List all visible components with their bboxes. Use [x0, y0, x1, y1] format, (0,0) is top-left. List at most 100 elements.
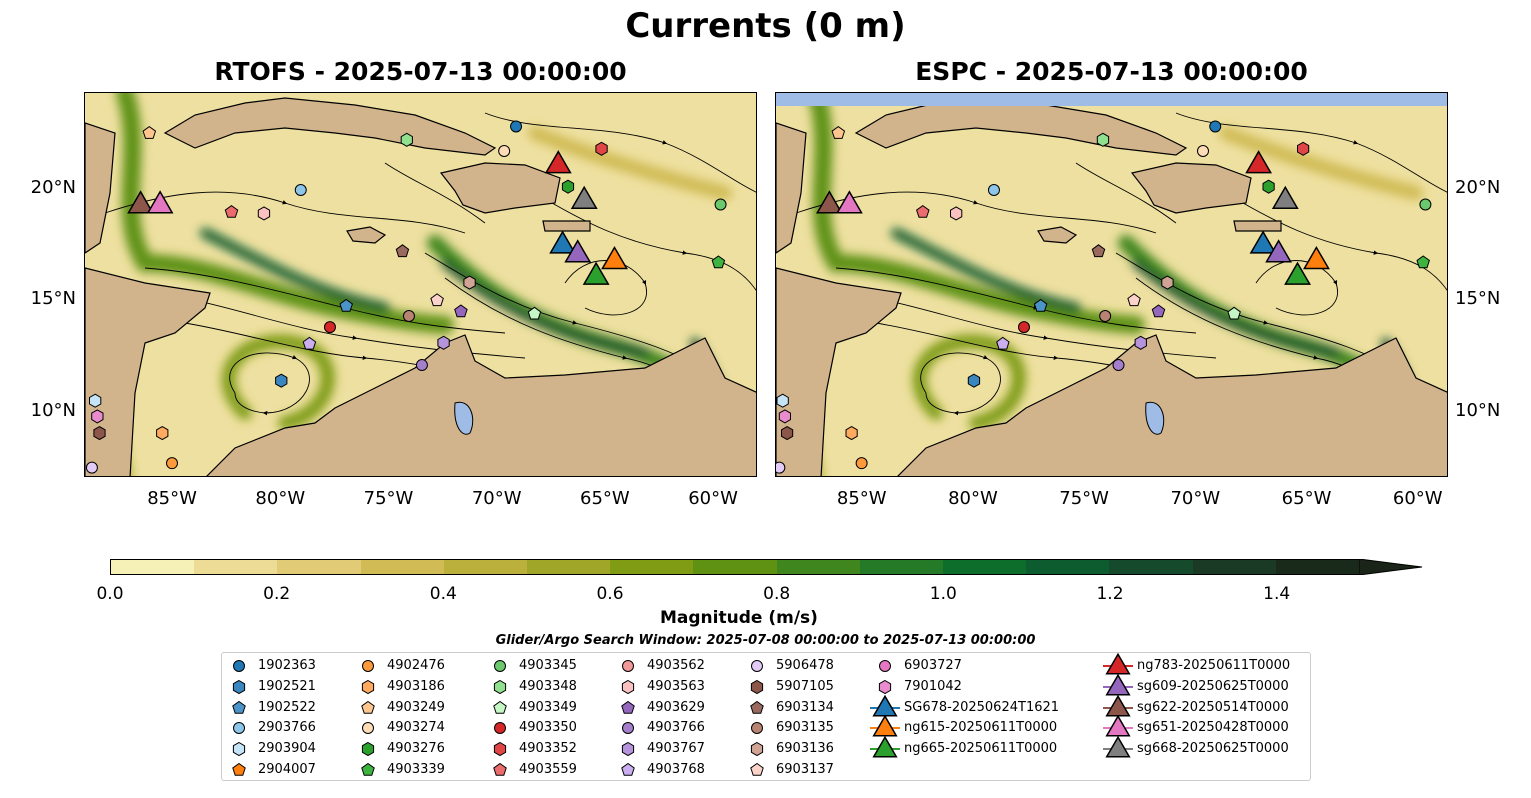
float-marker-4903274[interactable] [1197, 144, 1210, 157]
glider-marker-SG678-20250624T1621[interactable] [549, 230, 576, 254]
float-marker-1902521[interactable] [275, 373, 288, 388]
glider-triangle-icon [1103, 673, 1133, 696]
glider-marker-sg668-20250625T0000[interactable] [570, 185, 598, 210]
float-marker-1902363[interactable] [510, 120, 523, 133]
float-marker-4903768[interactable] [996, 336, 1010, 350]
glider-marker-sg651-20250428T0000[interactable] [146, 190, 174, 214]
float-marker-2903904[interactable] [776, 393, 789, 408]
legend-label: 4903349 [519, 699, 577, 715]
float-hexagon-icon [621, 679, 635, 694]
float-marker-4903563[interactable] [257, 206, 271, 221]
legend-entry: 4903348 [487, 677, 577, 697]
glider-marker-ng665-20250611T0000[interactable] [1284, 261, 1312, 285]
float-marker-4903766[interactable] [415, 359, 428, 372]
float-marker-6903134[interactable] [1091, 244, 1106, 258]
glider-marker-sg609-20250625T0000[interactable] [564, 239, 592, 263]
float-marker-4903559[interactable] [916, 204, 930, 218]
legend-entry: 4903345 [487, 656, 577, 676]
float-marker-4903350[interactable] [323, 321, 336, 334]
glider-triangle-icon [1103, 694, 1133, 717]
float-marker-4903767[interactable] [437, 335, 450, 350]
float-marker-4903768[interactable] [302, 336, 317, 350]
glider-marker-sg609-20250625T0000[interactable] [1265, 239, 1292, 263]
float-marker-4903767[interactable] [1134, 335, 1147, 350]
glider-marker-sg651-20250428T0000[interactable] [836, 190, 863, 214]
float-marker-4903339[interactable] [711, 255, 726, 269]
colorbar-tick-label: 0.0 [96, 584, 124, 604]
float-marker-4903629[interactable] [454, 304, 468, 318]
float-marker-4903559[interactable] [224, 204, 239, 218]
legend-label: ng783-20250611T0000 [1137, 658, 1291, 673]
colorbar-bin [776, 560, 860, 574]
float-marker-5906478[interactable] [85, 461, 98, 474]
glider-marker-sg668-20250625T0000[interactable] [1271, 185, 1299, 210]
float-hexagon-icon [493, 679, 507, 694]
glider-marker-ng783-20250611T0000[interactable] [544, 150, 572, 174]
espc-map[interactable] [775, 92, 1448, 477]
float-marker-4903349[interactable] [527, 306, 542, 320]
float-marker-5906478[interactable] [776, 461, 786, 474]
float-marker-4903249[interactable] [831, 125, 846, 139]
float-marker-4903348[interactable] [400, 132, 413, 147]
float-marker-6903136[interactable] [1161, 275, 1174, 290]
colorbar-bin [859, 560, 944, 574]
float-marker-1902363[interactable] [1209, 120, 1222, 133]
glider-marker-ng615-20250611T0000[interactable] [601, 246, 629, 270]
float-marker-1902522[interactable] [1033, 298, 1048, 312]
legend-label: 4903768 [647, 762, 705, 777]
float-marker-4903276[interactable] [561, 179, 575, 194]
float-pentagon-icon [750, 700, 764, 714]
float-marker-4903350[interactable] [1017, 321, 1030, 334]
float-marker-4903274[interactable] [498, 144, 511, 157]
glider-marker-sg622-20250514T0000[interactable] [816, 190, 843, 214]
float-marker-1902522[interactable] [339, 298, 353, 312]
float-marker-7901042[interactable] [778, 409, 791, 424]
legend-entry: 2903904 [226, 739, 316, 759]
glider-marker-ng615-20250611T0000[interactable] [1303, 246, 1330, 270]
float-pentagon-icon [493, 700, 507, 714]
float-marker-6903137[interactable] [1127, 293, 1141, 307]
float-marker-4903766[interactable] [1112, 359, 1125, 372]
glider-marker-SG678-20250624T1621[interactable] [1249, 230, 1277, 254]
float-marker-6903135[interactable] [402, 310, 415, 322]
float-marker-4903276[interactable] [1262, 179, 1275, 194]
float-marker-6903137[interactable] [430, 293, 444, 307]
float-marker-2903766[interactable] [987, 184, 1000, 197]
legend-label: 4902476 [387, 658, 445, 673]
float-marker-1902521[interactable] [967, 373, 981, 388]
float-marker-7901042[interactable] [91, 409, 104, 424]
float-circle-icon [622, 660, 634, 672]
float-marker-6903134[interactable] [395, 244, 410, 258]
rtofs-map[interactable] [84, 92, 757, 477]
float-marker-4903629[interactable] [1151, 304, 1166, 318]
float-marker-4903345[interactable] [714, 198, 727, 211]
float-marker-4903186[interactable] [845, 426, 858, 441]
float-marker-4903349[interactable] [1227, 306, 1241, 320]
glider-marker-ng783-20250611T0000[interactable] [1245, 150, 1272, 174]
legend-label: 4903562 [647, 658, 705, 673]
float-marker-2903904[interactable] [89, 393, 102, 408]
legend-label: 4903339 [387, 762, 445, 777]
glider-marker-sg622-20250514T0000[interactable] [127, 190, 154, 214]
glider-marker-ng665-20250611T0000[interactable] [582, 261, 610, 285]
float-marker-4903186[interactable] [156, 426, 169, 441]
float-marker-4903249[interactable] [142, 125, 157, 139]
legend-entry: 2903766 [226, 718, 316, 738]
float-marker-4903563[interactable] [950, 206, 963, 221]
float-marker-4903348[interactable] [1096, 132, 1110, 147]
float-marker-6903135[interactable] [1099, 310, 1112, 322]
float-marker-4903339[interactable] [1416, 255, 1430, 269]
float-marker-4903352[interactable] [595, 141, 608, 156]
float-marker-5907105[interactable] [93, 426, 106, 441]
legend-label: 2903766 [258, 720, 316, 736]
float-marker-4903352[interactable] [1297, 141, 1310, 156]
float-marker-2903766[interactable] [294, 184, 307, 197]
float-marker-6903136[interactable] [463, 275, 476, 290]
float-marker-5907105[interactable] [781, 426, 794, 441]
float-circle-icon [879, 660, 891, 672]
float-circle-icon [362, 722, 374, 735]
float-marker-4902476[interactable] [855, 457, 868, 470]
float-marker-4902476[interactable] [165, 457, 178, 470]
colorbar-tick-label: 0.6 [596, 584, 624, 604]
float-marker-4903345[interactable] [1419, 198, 1432, 211]
